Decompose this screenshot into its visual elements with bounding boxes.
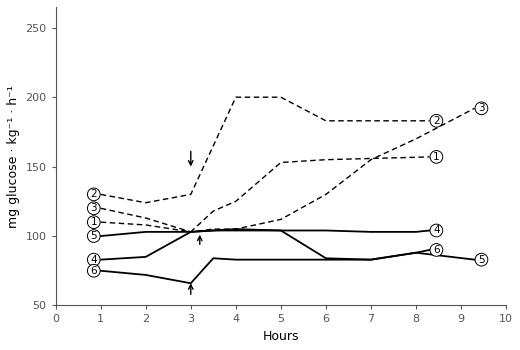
Text: 5: 5 [478,255,485,265]
Text: 2: 2 [90,189,97,200]
Text: 3: 3 [478,103,485,113]
Text: 1: 1 [433,152,440,162]
Text: 1: 1 [90,217,97,227]
Text: 4: 4 [433,225,440,236]
Text: 5: 5 [90,231,97,241]
Text: 4: 4 [90,255,97,265]
Text: 6: 6 [90,266,97,276]
Text: 6: 6 [433,245,440,255]
Y-axis label: mg glucose · kg⁻¹ · h⁻¹: mg glucose · kg⁻¹ · h⁻¹ [7,85,20,228]
Text: 2: 2 [433,116,440,126]
Text: 3: 3 [90,203,97,213]
X-axis label: Hours: Hours [263,330,299,343]
